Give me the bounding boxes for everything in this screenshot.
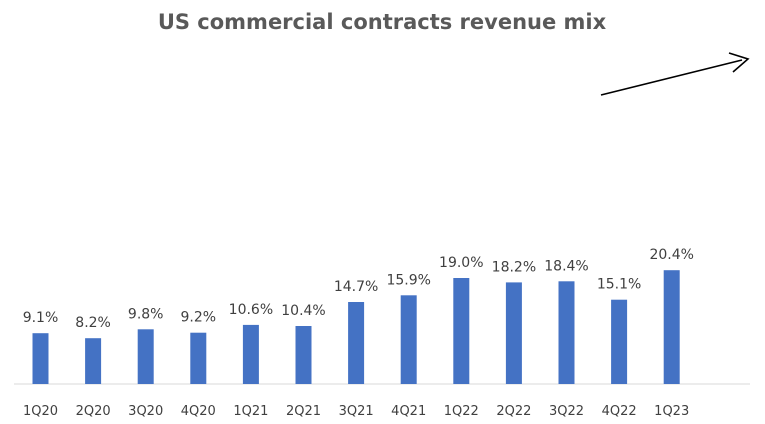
data-label-2q20: 8.2% xyxy=(75,315,111,331)
data-label-4q21: 15.9% xyxy=(386,272,430,288)
x-tick-labels-group: 1Q20 2Q20 3Q20 4Q20 1Q21 2Q21 3Q21 4Q21 1Q22 2Q22… xyxy=(23,404,689,419)
chart-title: US commercial contracts revenue mix xyxy=(158,10,607,34)
bar-1q23 xyxy=(663,270,680,384)
x-tick-label-3q21: 3Q21 xyxy=(339,404,374,419)
x-tick-label-1q22: 1Q22 xyxy=(444,404,479,419)
data-label-1q23: 20.4% xyxy=(649,247,693,263)
data-label-2q22: 18.2% xyxy=(492,259,536,275)
bar-4q22 xyxy=(611,299,628,384)
x-tick-label-2q22: 2Q22 xyxy=(496,404,531,419)
data-label-1q22: 19.0% xyxy=(439,255,483,271)
x-tick-label-3q22: 3Q22 xyxy=(549,404,584,419)
bar-4q20 xyxy=(190,332,207,384)
bar-2q22 xyxy=(505,282,522,384)
x-tick-label-1q20: 1Q20 xyxy=(23,404,58,419)
bar-1q21 xyxy=(242,324,259,384)
data-label-3q22: 18.4% xyxy=(544,258,588,274)
x-tick-label-1q21: 1Q21 xyxy=(233,404,268,419)
bar-2q21 xyxy=(295,326,312,384)
data-label-3q21: 14.7% xyxy=(334,279,378,295)
bar-3q22 xyxy=(558,281,575,384)
x-tick-label-2q20: 2Q20 xyxy=(76,404,111,419)
trend-arrow-icon xyxy=(600,52,750,96)
data-label-3q20: 9.8% xyxy=(128,306,164,322)
bar-4q21 xyxy=(400,295,417,384)
bar-3q21 xyxy=(348,302,365,384)
x-tick-label-4q21: 4Q21 xyxy=(391,404,426,419)
x-tick-label-3q20: 3Q20 xyxy=(128,404,163,419)
data-label-1q20: 9.1% xyxy=(23,310,59,326)
bars-group xyxy=(32,270,680,384)
x-tick-label-1q23: 1Q23 xyxy=(654,404,689,419)
bar-3q20 xyxy=(137,329,154,384)
data-label-1q21: 10.6% xyxy=(229,302,273,318)
data-label-2q21: 10.4% xyxy=(281,303,325,319)
x-tick-label-2q21: 2Q21 xyxy=(286,404,321,419)
data-label-4q20: 9.2% xyxy=(181,310,217,326)
bar-1q20 xyxy=(32,333,49,384)
data-labels-group: 9.1% 8.2% 9.8% 9.2% 10.6% 10.4% 14.7% 15.9% 19.0… xyxy=(23,247,694,331)
bar-2q20 xyxy=(85,338,102,384)
data-label-4q22: 15.1% xyxy=(597,277,641,293)
x-tick-label-4q22: 4Q22 xyxy=(602,404,637,419)
x-tick-label-4q20: 4Q20 xyxy=(181,404,216,419)
bar-1q22 xyxy=(453,278,470,384)
